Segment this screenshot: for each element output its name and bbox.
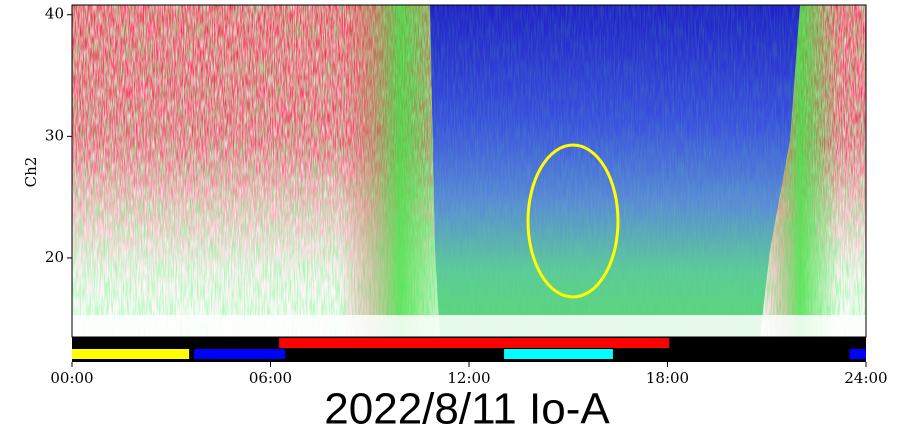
- status-segment: [849, 349, 866, 359]
- x-tick-label: 24:00: [844, 369, 887, 387]
- status-segment: [72, 349, 190, 359]
- spectrogram: [72, 5, 866, 337]
- y-tick-label: 20: [45, 248, 64, 266]
- x-tick-label: 06:00: [249, 369, 292, 387]
- y-axis-label: Ch2: [22, 157, 40, 188]
- x-tick-label: 00:00: [50, 369, 93, 387]
- status-segment: [504, 349, 613, 359]
- x-tick-label: 18:00: [646, 369, 689, 387]
- y-tick-label: 30: [45, 126, 64, 144]
- y-tick-label: 40: [45, 5, 64, 23]
- status-segment: [279, 338, 670, 348]
- x-tick-label: 12:00: [447, 369, 490, 387]
- status-segment: [194, 349, 286, 359]
- chart-title: 2022/8/11 Io-A: [324, 385, 610, 434]
